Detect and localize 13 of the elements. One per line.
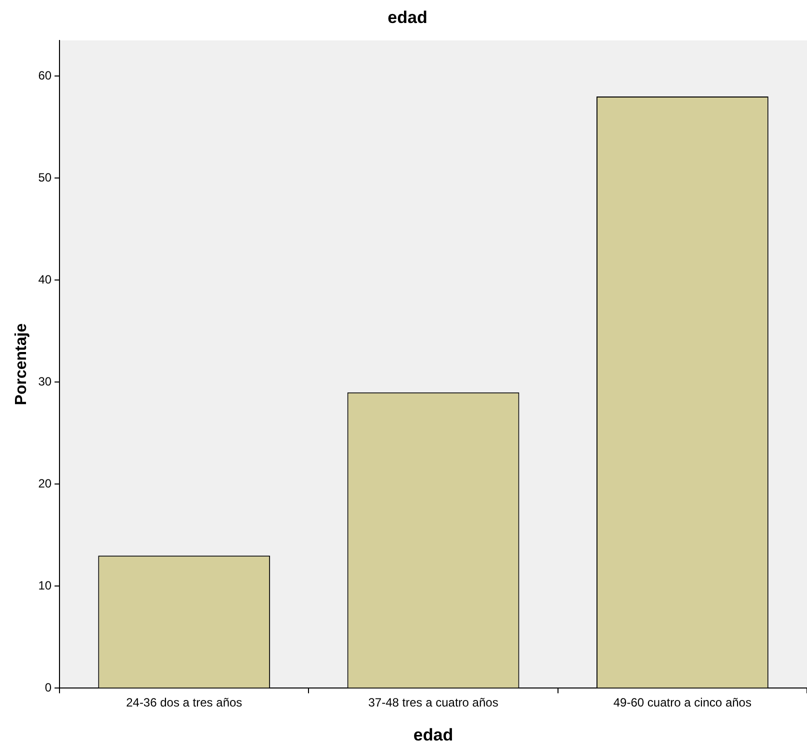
y-tick-label: 30 [38, 374, 52, 388]
y-tick-label: 0 [44, 680, 52, 695]
x-tick-label: 49-60 cuatro a cinco años [613, 696, 752, 710]
x-axis-title: edad [413, 725, 454, 744]
y-tick-label: 10 [38, 578, 52, 592]
x-tick-label: 24-36 dos a tres años [126, 696, 242, 710]
y-axis-title: Porcentaje [13, 323, 30, 406]
y-tick-label: 20 [38, 476, 52, 490]
y-tick-label: 50 [38, 170, 52, 184]
y-tick-label: 60 [38, 68, 52, 82]
x-tick-label: 37-48 tres a cuatro años [368, 696, 498, 710]
y-tick-label: 40 [38, 272, 52, 286]
chart-title: edad [388, 8, 428, 27]
